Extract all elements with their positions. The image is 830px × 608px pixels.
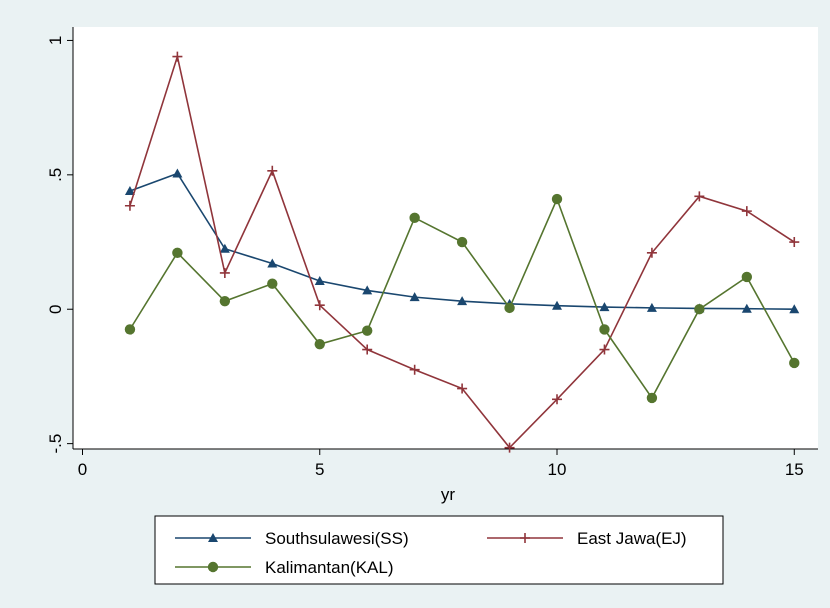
data-point — [599, 324, 610, 335]
data-point — [646, 302, 657, 312]
data-point — [124, 324, 136, 335]
data-point — [552, 394, 563, 405]
data-point — [124, 200, 135, 211]
data-point — [789, 357, 800, 369]
x-tick-label: 10 — [548, 460, 567, 479]
x-ticks: 0 5 10 15 — [78, 449, 804, 479]
series-layer — [124, 51, 800, 453]
plot-area — [73, 27, 818, 449]
data-point — [362, 285, 373, 295]
data-point — [409, 212, 420, 224]
data-point — [456, 236, 468, 248]
series-2 — [124, 193, 800, 404]
data-point — [124, 185, 135, 195]
data-point — [267, 278, 278, 289]
data-point — [172, 247, 183, 258]
y-ticks: -.5 0 .5 1 — [46, 36, 73, 454]
legend-swatch-marker — [520, 533, 530, 543]
x-tick-label: 0 — [78, 460, 87, 479]
data-point — [314, 300, 325, 311]
data-point — [362, 344, 373, 355]
data-point — [741, 271, 753, 283]
data-point — [314, 276, 325, 286]
data-point — [267, 165, 278, 176]
data-point — [789, 237, 800, 248]
data-point — [552, 300, 563, 310]
data-point — [409, 364, 420, 375]
data-point — [504, 442, 515, 453]
data-point — [219, 267, 230, 278]
y-tick-label: 0 — [46, 304, 65, 313]
legend: Southsulawesi(SS) East Jawa(EJ) Kalimantan… — [175, 529, 687, 577]
legend-swatch-marker — [208, 533, 218, 542]
x-axis-title: yr — [441, 485, 456, 504]
data-point — [694, 304, 705, 315]
data-point — [172, 168, 183, 178]
data-point — [789, 304, 800, 314]
data-point — [646, 392, 658, 404]
data-point — [504, 302, 515, 314]
x-tick-label: 5 — [315, 460, 324, 479]
legend-label: East Jawa(EJ) — [577, 529, 687, 548]
legend-label: Southsulawesi(SS) — [265, 529, 409, 548]
data-point — [267, 258, 278, 268]
data-point — [314, 338, 325, 350]
data-point — [551, 193, 563, 205]
y-tick-label: 1 — [46, 36, 65, 45]
data-point — [741, 303, 752, 313]
data-point — [741, 206, 752, 217]
legend-item: Southsulawesi(SS) — [175, 529, 409, 548]
data-point — [457, 296, 468, 306]
data-point — [599, 344, 610, 355]
data-point — [172, 51, 183, 62]
y-tick-label: .5 — [46, 168, 65, 182]
data-point — [646, 247, 657, 258]
data-point — [219, 243, 230, 253]
legend-label: Kalimantan(KAL) — [265, 558, 394, 577]
series-1 — [124, 51, 800, 453]
data-point — [599, 302, 610, 312]
legend-box — [154, 515, 724, 585]
y-tick-label: -.5 — [46, 434, 65, 454]
legend-item: Kalimantan(KAL) — [175, 558, 394, 577]
data-point — [219, 295, 231, 307]
x-tick-label: 15 — [785, 460, 804, 479]
legend-swatch-marker — [207, 561, 219, 573]
data-point — [457, 383, 468, 394]
legend-item: East Jawa(EJ) — [487, 529, 687, 548]
data-point — [409, 292, 420, 302]
data-point — [362, 325, 373, 336]
data-point — [694, 191, 705, 202]
